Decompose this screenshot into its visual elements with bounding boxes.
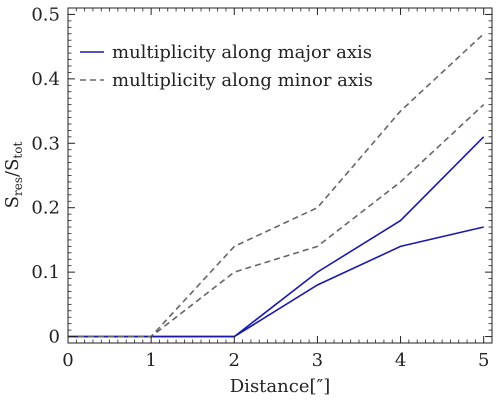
y-tick-label: 0.3: [31, 133, 60, 154]
series-major-line-1: [68, 226, 484, 338]
series-minor-line-3: [68, 104, 485, 338]
y-tick-label: 0.2: [31, 198, 60, 219]
x-tick-label: 2: [229, 350, 240, 371]
x-tick-label: 0: [62, 350, 73, 371]
x-tick-label: 3: [312, 350, 323, 371]
series-layer: [68, 33, 485, 338]
legend-label-minor: multiplicity along minor axis: [112, 70, 373, 91]
y-tick-label: 0.1: [31, 262, 60, 283]
x-tick-label: 5: [478, 350, 489, 371]
ticks-layer: 0 1 2 3 4 5 0 0.1 0.2 0.3 0.4 0.5: [31, 4, 493, 371]
y-tick-label: 0.4: [31, 69, 60, 90]
y-axis-title: Sres​/Stot​: [2, 142, 25, 209]
y-tick-label: 0.5: [31, 4, 60, 25]
x-axis-title: Distance[″]: [230, 376, 331, 397]
x-tick-label: 4: [395, 350, 406, 371]
series-minor-line-2: [68, 33, 485, 338]
x-tick-label: 1: [145, 350, 156, 371]
legend-label-major: multiplicity along major axis: [112, 42, 372, 63]
legend: multiplicity along major axis multiplici…: [80, 42, 373, 91]
y-tick-label: 0: [49, 327, 60, 348]
series-major-line-0: [68, 136, 485, 338]
